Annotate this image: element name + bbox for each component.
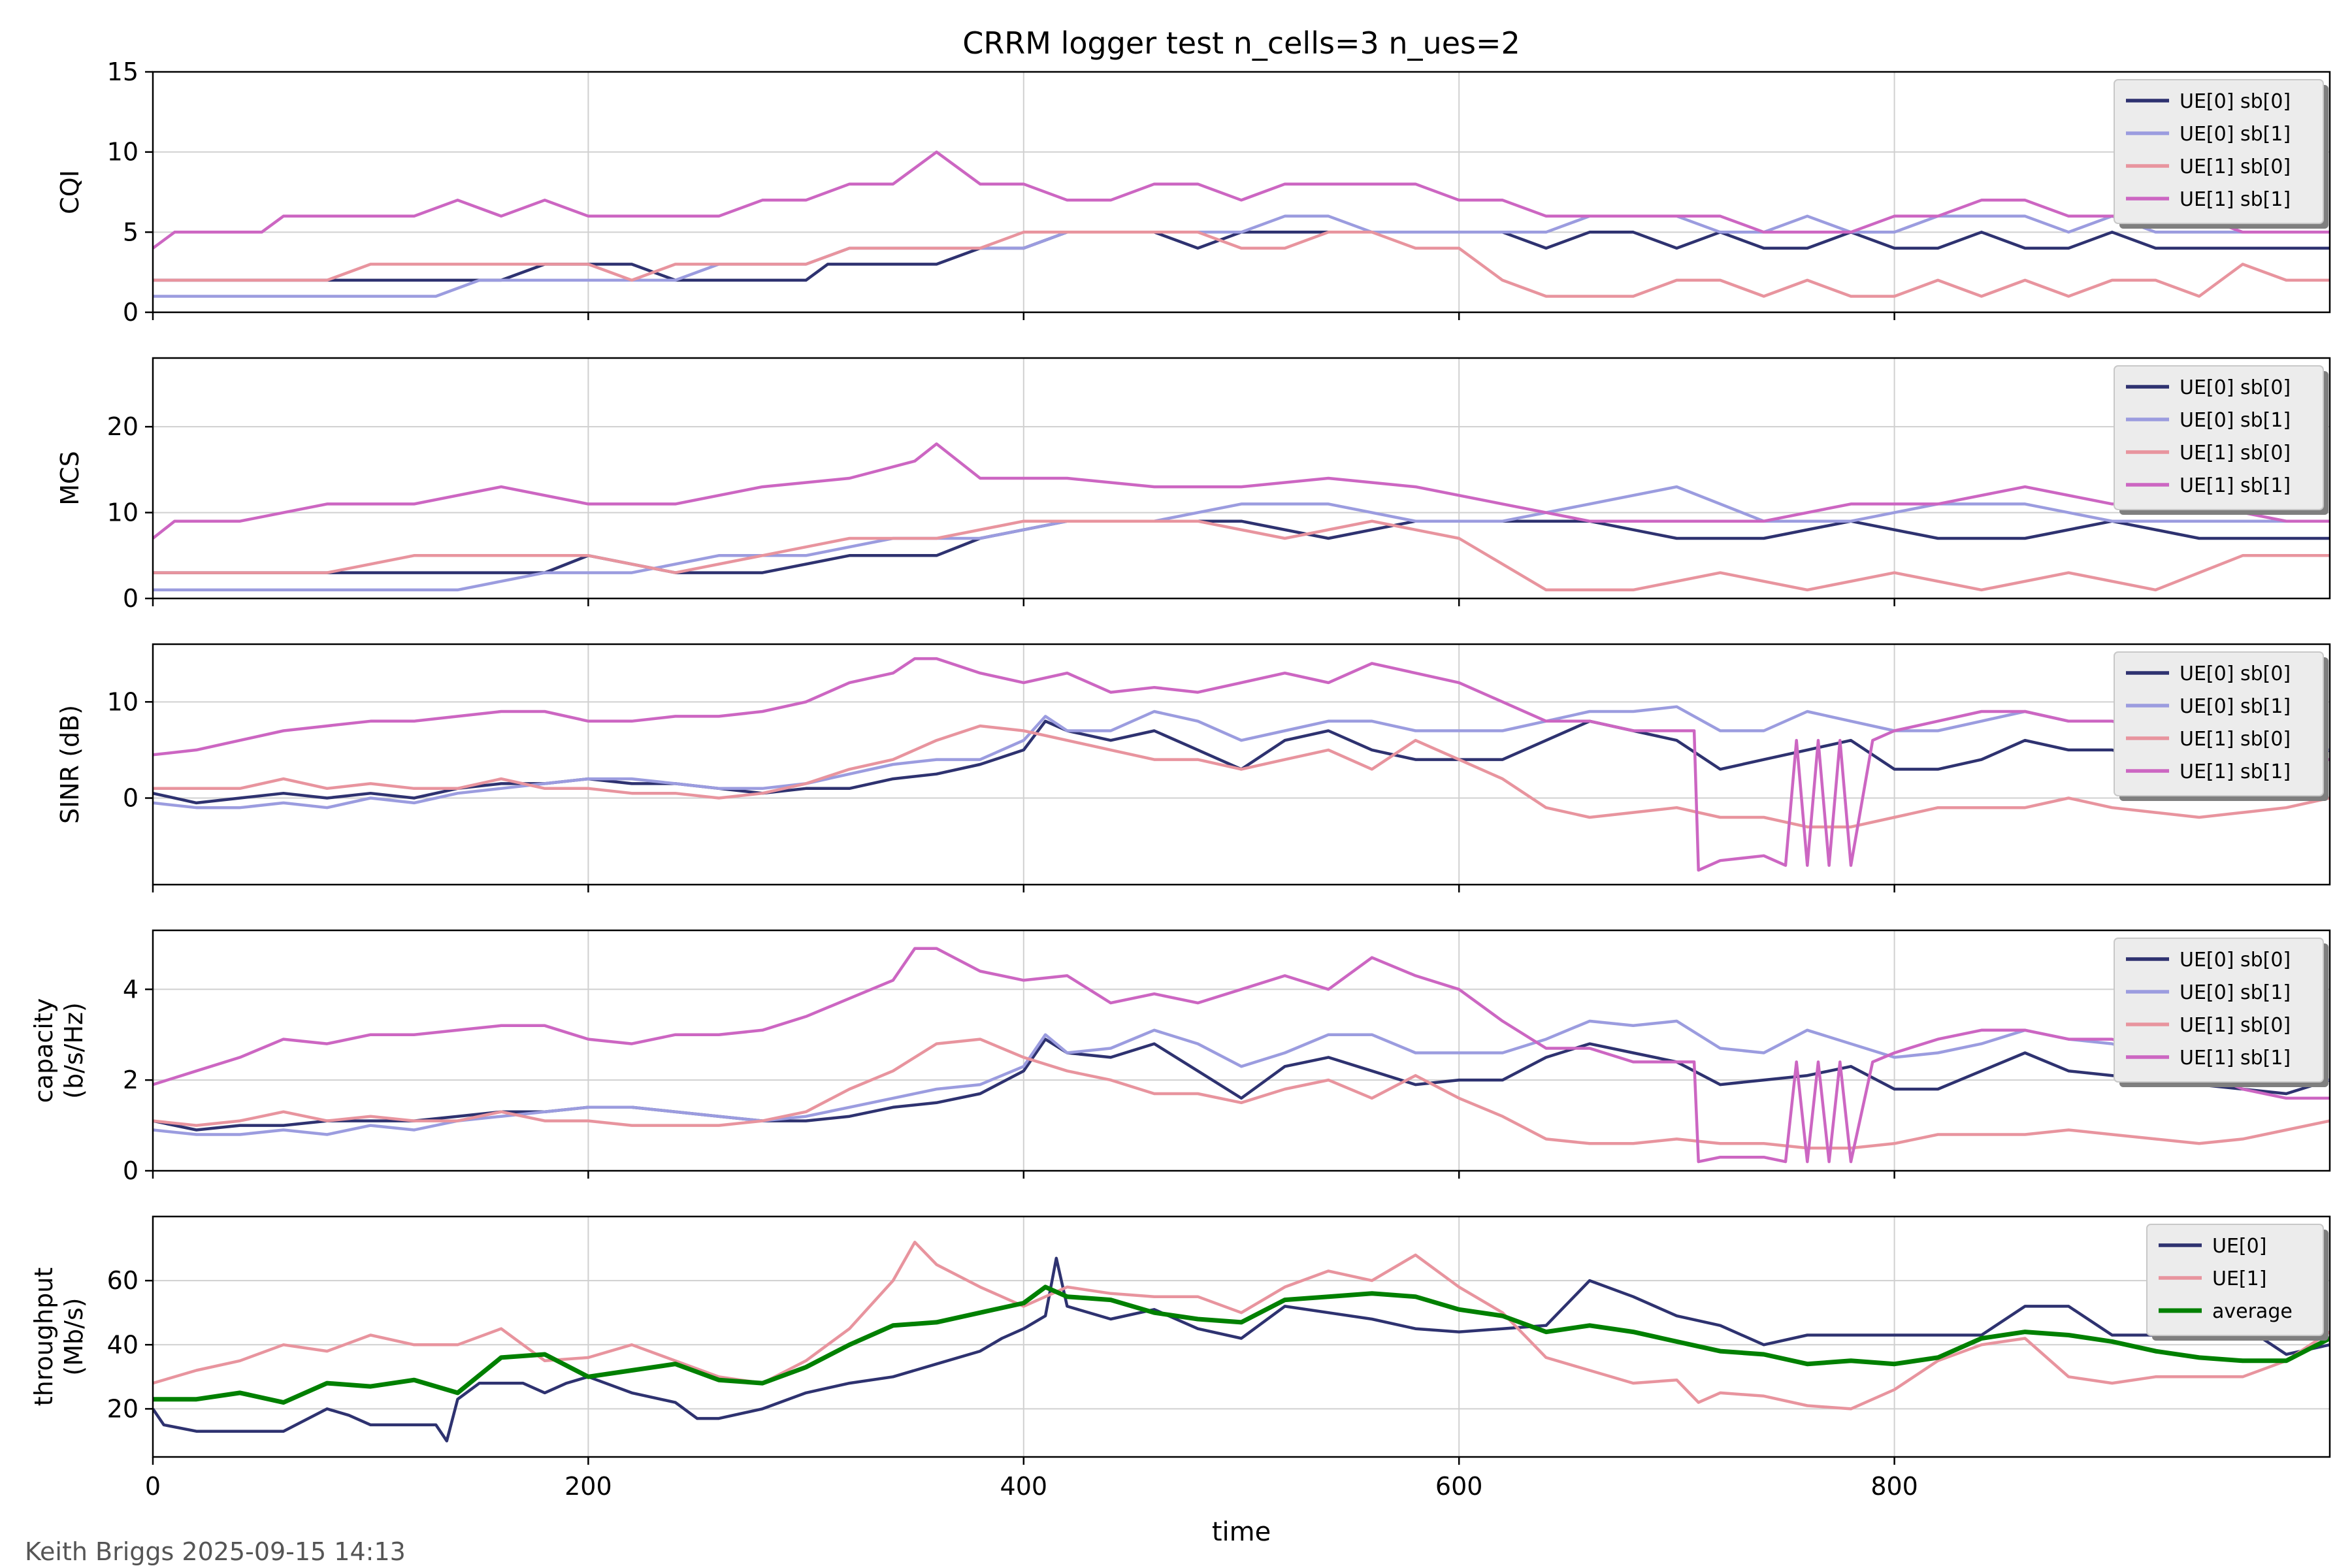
legend-label: UE[1] sb[0] xyxy=(2180,155,2291,178)
y-tick-label: 0 xyxy=(123,784,139,813)
series-group xyxy=(153,150,2330,298)
legend-label: UE[0] sb[0] xyxy=(2180,90,2291,113)
series-line-2 xyxy=(153,485,2330,592)
legend-box xyxy=(2114,651,2324,796)
legend-box xyxy=(2114,938,2324,1083)
series-line-3 xyxy=(153,1284,2330,1405)
legend-label: UE[1] xyxy=(2212,1267,2266,1290)
legend: UE[0] sb[0] UE[0] sb[1] UE[1] sb[0] UE[1] s… xyxy=(2114,79,2328,229)
y-tick-label: 0 xyxy=(123,1156,139,1185)
legend-label: UE[1] sb[0] xyxy=(2180,728,2291,751)
y-tick-label: 10 xyxy=(107,498,139,527)
legend-box xyxy=(2146,1224,2324,1336)
series-group xyxy=(153,657,2330,872)
x-axis-label: time xyxy=(1212,1517,1271,1547)
panel-3: 0 10 SINR (dB) UE[0] sb[0] UE[0] sb[1] UE[1] … xyxy=(56,643,2331,892)
credit-footer: Keith Briggs 2025-09-15 14:13 xyxy=(25,1537,406,1566)
y-tick-label: 15 xyxy=(107,57,139,86)
legend-label: UE[0] sb[1] xyxy=(2180,409,2291,432)
series-group xyxy=(153,1241,2330,1443)
legend: UE[0] UE[1] average xyxy=(2146,1224,2328,1341)
series-line-3 xyxy=(153,519,2330,592)
y-tick-label: 0 xyxy=(123,298,139,327)
panel-1: 0 5 10 15 CQI UE[0] sb[0] UE[0] sb[1] UE[1] sb[… xyxy=(56,57,2331,327)
x-tick-label: 600 xyxy=(1435,1472,1483,1501)
x-tick-label: 200 xyxy=(564,1472,612,1501)
series-line-4 xyxy=(153,150,2330,250)
series-line-1 xyxy=(153,1037,2330,1132)
legend-label: UE[0] sb[0] xyxy=(2180,662,2291,685)
legend-label: UE[1] sb[0] xyxy=(2180,442,2291,465)
legend: UE[0] sb[0] UE[0] sb[1] UE[1] sb[0] UE[1] s… xyxy=(2114,651,2328,801)
y-tick-label: 40 xyxy=(107,1330,139,1359)
series-line-1 xyxy=(153,231,2330,282)
legend-label: UE[1] sb[1] xyxy=(2180,188,2291,211)
y-axis-label: (Mb/s) xyxy=(59,1298,88,1375)
plot-frame xyxy=(152,643,2331,886)
legend-box xyxy=(2114,79,2324,224)
y-tick-label: 20 xyxy=(107,412,139,441)
series-line-3 xyxy=(153,1037,2330,1150)
series-group xyxy=(153,947,2330,1164)
y-tick-label: 60 xyxy=(107,1266,139,1295)
series-line-2 xyxy=(153,1241,2330,1411)
legend-label: UE[0] sb[0] xyxy=(2180,376,2291,399)
legend-label: UE[1] sb[0] xyxy=(2180,1014,2291,1037)
series-line-1 xyxy=(153,1256,2330,1443)
figure-title: CRRM logger test n_cells=3 n_ues=2 xyxy=(962,25,1520,61)
y-tick-label: 20 xyxy=(107,1394,139,1423)
y-axis-label: CQI xyxy=(56,170,84,214)
legend: UE[0] sb[0] UE[0] sb[1] UE[1] sb[0] UE[1] s… xyxy=(2114,938,2328,1087)
legend-label: UE[0] sb[1] xyxy=(2180,695,2291,718)
legend-label: UE[0] sb[1] xyxy=(2180,981,2291,1004)
panel-2: 0 10 20 MCS UE[0] sb[0] UE[0] sb[1] UE[1] sb[0… xyxy=(56,357,2331,613)
plot-frame xyxy=(152,71,2331,314)
y-axis-label: throughput xyxy=(29,1267,58,1406)
y-axis-label: (b/s/Hz) xyxy=(59,1002,88,1099)
series-group xyxy=(153,442,2330,592)
y-tick-label: 5 xyxy=(123,218,139,246)
legend-box xyxy=(2114,365,2324,510)
series-line-4 xyxy=(153,442,2330,540)
series-line-2 xyxy=(153,214,2330,298)
legend-label: UE[0] xyxy=(2212,1235,2266,1258)
series-line-2 xyxy=(153,1019,2330,1136)
legend: UE[0] sb[0] UE[0] sb[1] UE[1] sb[0] UE[1] s… xyxy=(2114,365,2328,515)
x-tick-label: 400 xyxy=(1000,1472,1048,1501)
x-tick-label: 0 xyxy=(145,1472,161,1501)
plot-frame xyxy=(152,1215,2331,1458)
legend-label: UE[1] sb[1] xyxy=(2180,1047,2291,1070)
legend-label: UE[0] sb[0] xyxy=(2180,949,2291,972)
y-tick-label: 10 xyxy=(107,687,139,716)
plot-frame xyxy=(152,357,2331,600)
y-tick-label: 0 xyxy=(123,584,139,613)
y-tick-label: 10 xyxy=(107,138,139,167)
legend-label: UE[1] sb[1] xyxy=(2180,760,2291,783)
series-line-4 xyxy=(153,657,2330,872)
y-tick-label: 4 xyxy=(123,975,139,1004)
x-tick-label: 800 xyxy=(1870,1472,1918,1501)
legend-label: UE[1] sb[1] xyxy=(2180,474,2291,497)
series-line-3 xyxy=(153,231,2330,298)
plot-frame xyxy=(152,929,2331,1172)
series-line-2 xyxy=(153,705,2330,809)
panel-4: 0 2 4 capacity (b/s/Hz) UE[0] sb[0] UE[0] sb[1… xyxy=(29,929,2331,1185)
legend-label: UE[0] sb[1] xyxy=(2180,123,2291,146)
y-axis-label: MCS xyxy=(56,451,84,505)
y-axis-label: SINR (dB) xyxy=(56,705,84,824)
series-line-4 xyxy=(153,947,2330,1164)
series-line-3 xyxy=(153,724,2330,828)
y-axis-label: capacity xyxy=(29,998,58,1103)
y-tick-label: 2 xyxy=(123,1066,139,1094)
legend-label: average xyxy=(2212,1300,2293,1323)
